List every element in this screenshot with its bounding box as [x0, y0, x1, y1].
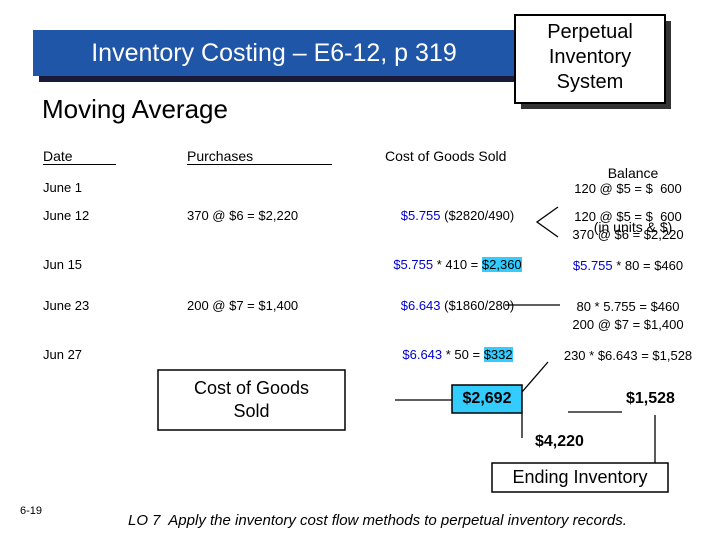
connector: [535, 206, 559, 238]
balance-line: 80 * 5.755 = $460: [548, 298, 708, 316]
total: $4,220: [535, 433, 584, 450]
page-number: 6-19: [20, 505, 43, 517]
system-line: Inventory: [548, 46, 632, 68]
purchases: 370 @ $6 = $2,220: [187, 208, 299, 223]
system-box: [514, 14, 666, 104]
system-label: Perpetual Inventory System: [515, 20, 665, 95]
balance-line: 120 @ $5 = $ 600: [548, 180, 708, 198]
cogs: $5.755 ($2820/490): [370, 208, 545, 223]
system-line: System: [556, 71, 624, 93]
connector: [521, 361, 549, 393]
text-segment: $6.643: [402, 347, 443, 362]
text-segment: $5.755: [572, 258, 613, 273]
cogs-total-box: [451, 384, 523, 414]
text-segment: 80 * 5.755 = $460: [576, 299, 680, 314]
balance: 80 * 5.755 = $460 200 @ $7 = $1,400: [548, 298, 708, 334]
balance: $5.755 * 80 = $460: [548, 257, 708, 275]
cogs-box: [157, 369, 346, 431]
text-segment: $332: [483, 347, 513, 362]
balance-line: 200 @ $7 = $1,400: [548, 316, 708, 334]
system-line: Perpetual: [547, 21, 633, 43]
text-segment: $2,360: [481, 257, 522, 272]
text-segment: * 80 = $460: [612, 258, 684, 273]
footer: LO 7 Apply the inventory cost flow metho…: [128, 512, 627, 529]
text-segment: $5.755: [393, 257, 434, 272]
purchases: 200 @ $7 = $1,400: [187, 298, 299, 313]
text-segment: ($1860/280): [440, 298, 515, 313]
balance: 230 * $6.643 = $1,528: [548, 347, 708, 365]
header-balance-line: Balance: [607, 165, 659, 181]
balance-line: 120 @ $5 = $ 600: [548, 208, 708, 226]
date: June 23: [43, 298, 90, 313]
header-balance: Balance (in units & $): [573, 128, 693, 272]
cogs-label-line: Sold: [233, 401, 270, 421]
text-segment: 120 @ $5 = $ 600: [574, 181, 682, 196]
text-segment: 370 @ $6 = $2,220: [572, 227, 684, 242]
text-segment: $5.755: [400, 208, 441, 223]
text-segment: * 50 =: [442, 347, 484, 362]
header-purchases: Purchases: [187, 148, 332, 165]
balance: 120 @ $5 = $ 600 370 @ $6 = $2,220: [548, 208, 708, 244]
cogs: $5.755 * 410 = $2,360: [370, 257, 545, 272]
text-segment: 230 * $6.643 = $1,528: [563, 348, 693, 363]
text-segment: $6.643: [400, 298, 441, 313]
text-segment: ($2820/490): [440, 208, 515, 223]
text-segment: 120 @ $5 = $ 600: [574, 209, 682, 224]
date: June 12: [43, 208, 90, 223]
date: Jun 27: [43, 347, 83, 362]
title-banner: [33, 30, 515, 76]
cogs-label-line: Cost of Goods: [193, 378, 310, 398]
ending-box: [491, 462, 669, 493]
balance-line: 370 @ $6 = $2,220: [548, 226, 708, 244]
subtitle: Moving Average: [42, 94, 228, 124]
ending-label: Ending Inventory: [512, 467, 648, 487]
balance-line: 230 * $6.643 = $1,528: [548, 347, 708, 365]
text-segment: * 410 =: [433, 257, 482, 272]
header-date: Date: [43, 148, 116, 165]
balance-line: $5.755 * 80 = $460: [548, 257, 708, 275]
header-balance-line: (in units & $): [593, 219, 673, 235]
cogs-label: Cost of Goods Sold: [158, 377, 345, 423]
text-segment: 200 @ $7 = $1,400: [572, 317, 684, 332]
cogs: $6.643 ($1860/280): [370, 298, 545, 313]
cogs: $6.643 * 50 = $332: [370, 347, 545, 362]
ending-balance: $1,528: [626, 390, 675, 407]
date: Jun 15: [43, 257, 83, 272]
date: June 1: [43, 180, 83, 195]
cogs-total: $2,692: [462, 390, 512, 407]
header-cogs: Cost of Goods Sold: [385, 148, 507, 164]
title: Inventory Costing – E6-12, p 319: [91, 39, 457, 67]
balance: 120 @ $5 = $ 600: [548, 180, 708, 198]
